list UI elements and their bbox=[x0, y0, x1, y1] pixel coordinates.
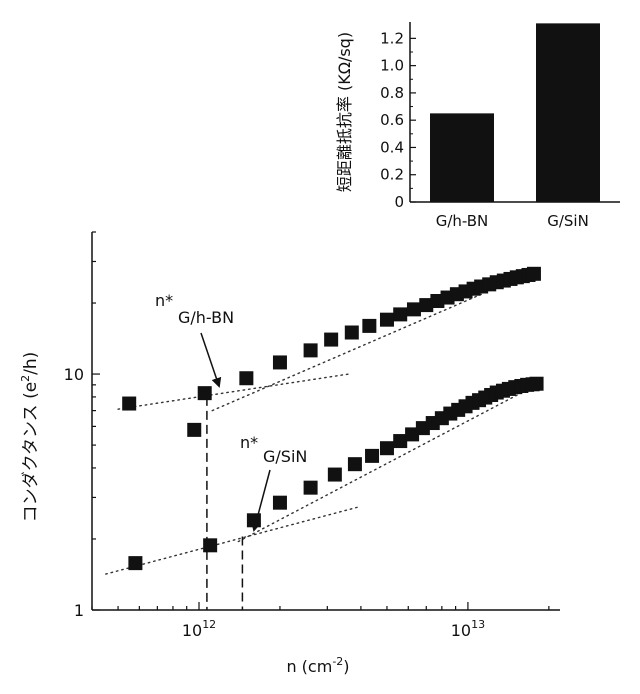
bar-y-tick-label: 1.2 bbox=[380, 29, 404, 47]
scatter-fit-line-series-1-low bbox=[106, 506, 361, 574]
scatter-nstar-dashed-lines bbox=[207, 397, 242, 610]
scatter-point-series-1 bbox=[304, 481, 318, 495]
scatter-point-series-0 bbox=[187, 423, 201, 437]
scatter-point-series-1 bbox=[328, 468, 342, 482]
scatter-point-series-0 bbox=[198, 386, 212, 400]
scatter-point-series-0 bbox=[407, 302, 421, 316]
annotation-nstar-sin: n* bbox=[240, 433, 258, 452]
bar-chart-y-axis-label: 短距離抵抗率 (KΩ/sq) bbox=[335, 32, 354, 192]
scatter-point-series-0 bbox=[122, 397, 136, 411]
scatter-point-series-1 bbox=[203, 538, 217, 552]
bar-y-tick-label: 1.0 bbox=[380, 57, 404, 75]
bar-y-tick-label: 0.4 bbox=[380, 138, 404, 156]
bar-y-tick-label: 0.2 bbox=[380, 166, 404, 184]
annotation-arrow-sin bbox=[254, 470, 270, 530]
bar-g-h-bn bbox=[430, 113, 494, 202]
bar-x-tick-label: G/SiN bbox=[547, 212, 589, 230]
scatter-point-series-1 bbox=[380, 441, 394, 455]
scatter-point-series-0 bbox=[345, 326, 359, 340]
inset-bar-chart: 0 0.2 0.4 0.6 0.8 1.0 1.2 G/h-BN G/SiN 短距離抵抗率 (… bbox=[335, 22, 620, 230]
scatter-point-series-1 bbox=[365, 449, 379, 463]
scatter-y-tick-label: 1 bbox=[74, 601, 84, 620]
bar-y-tick-label: 0.8 bbox=[380, 84, 404, 102]
scatter-y-tick-label: 10 bbox=[64, 365, 84, 384]
scatter-x-tick-label: 1012 bbox=[182, 618, 216, 640]
scatter-point-series-1 bbox=[530, 377, 544, 391]
bar-y-tick-label: 0 bbox=[394, 193, 404, 211]
scatter-point-series-1 bbox=[348, 457, 362, 471]
scatter-x-ticks: 1012 1013 bbox=[92, 602, 549, 640]
bar-y-tick-label: 0.6 bbox=[380, 111, 404, 129]
scatter-fit-lines bbox=[106, 270, 537, 574]
scatter-point-series-0 bbox=[273, 355, 287, 369]
scatter-x-axis-label: n (cm-2) bbox=[286, 655, 349, 676]
scatter-point-series-0 bbox=[527, 267, 541, 281]
annotation-nstar-hbn: n* bbox=[155, 291, 173, 310]
main-scatter-plot: 1012 1013 1 10 n* G/h-BN n* G/SiN n (cm-2)… bbox=[19, 232, 560, 676]
annotation-arrow-hbn bbox=[201, 333, 219, 386]
scatter-fit-line-series-0-low bbox=[118, 374, 349, 409]
scatter-point-series-0 bbox=[239, 371, 253, 385]
scatter-y-ticks: 1 10 bbox=[64, 232, 100, 620]
scatter-point-series-1 bbox=[273, 496, 287, 510]
bar-chart-bars bbox=[430, 23, 600, 202]
bar-g-sin bbox=[536, 23, 600, 202]
scatter-point-series-1 bbox=[247, 513, 261, 527]
scatter-y-axis-label: コンダクタンス (e2/h) bbox=[19, 352, 41, 523]
bar-x-tick-label: G/h-BN bbox=[436, 212, 489, 230]
scatter-point-series-0 bbox=[362, 319, 376, 333]
scatter-point-series-0 bbox=[304, 343, 318, 357]
scatter-point-series-1 bbox=[128, 556, 142, 570]
annotation-label-hbn: G/h-BN bbox=[178, 308, 234, 327]
scatter-point-series-0 bbox=[380, 313, 394, 327]
scatter-point-series-0 bbox=[324, 333, 338, 347]
scatter-x-tick-label: 1013 bbox=[451, 618, 485, 640]
annotation-label-sin: G/SiN bbox=[263, 447, 307, 466]
scatter-point-series-0 bbox=[393, 307, 407, 321]
